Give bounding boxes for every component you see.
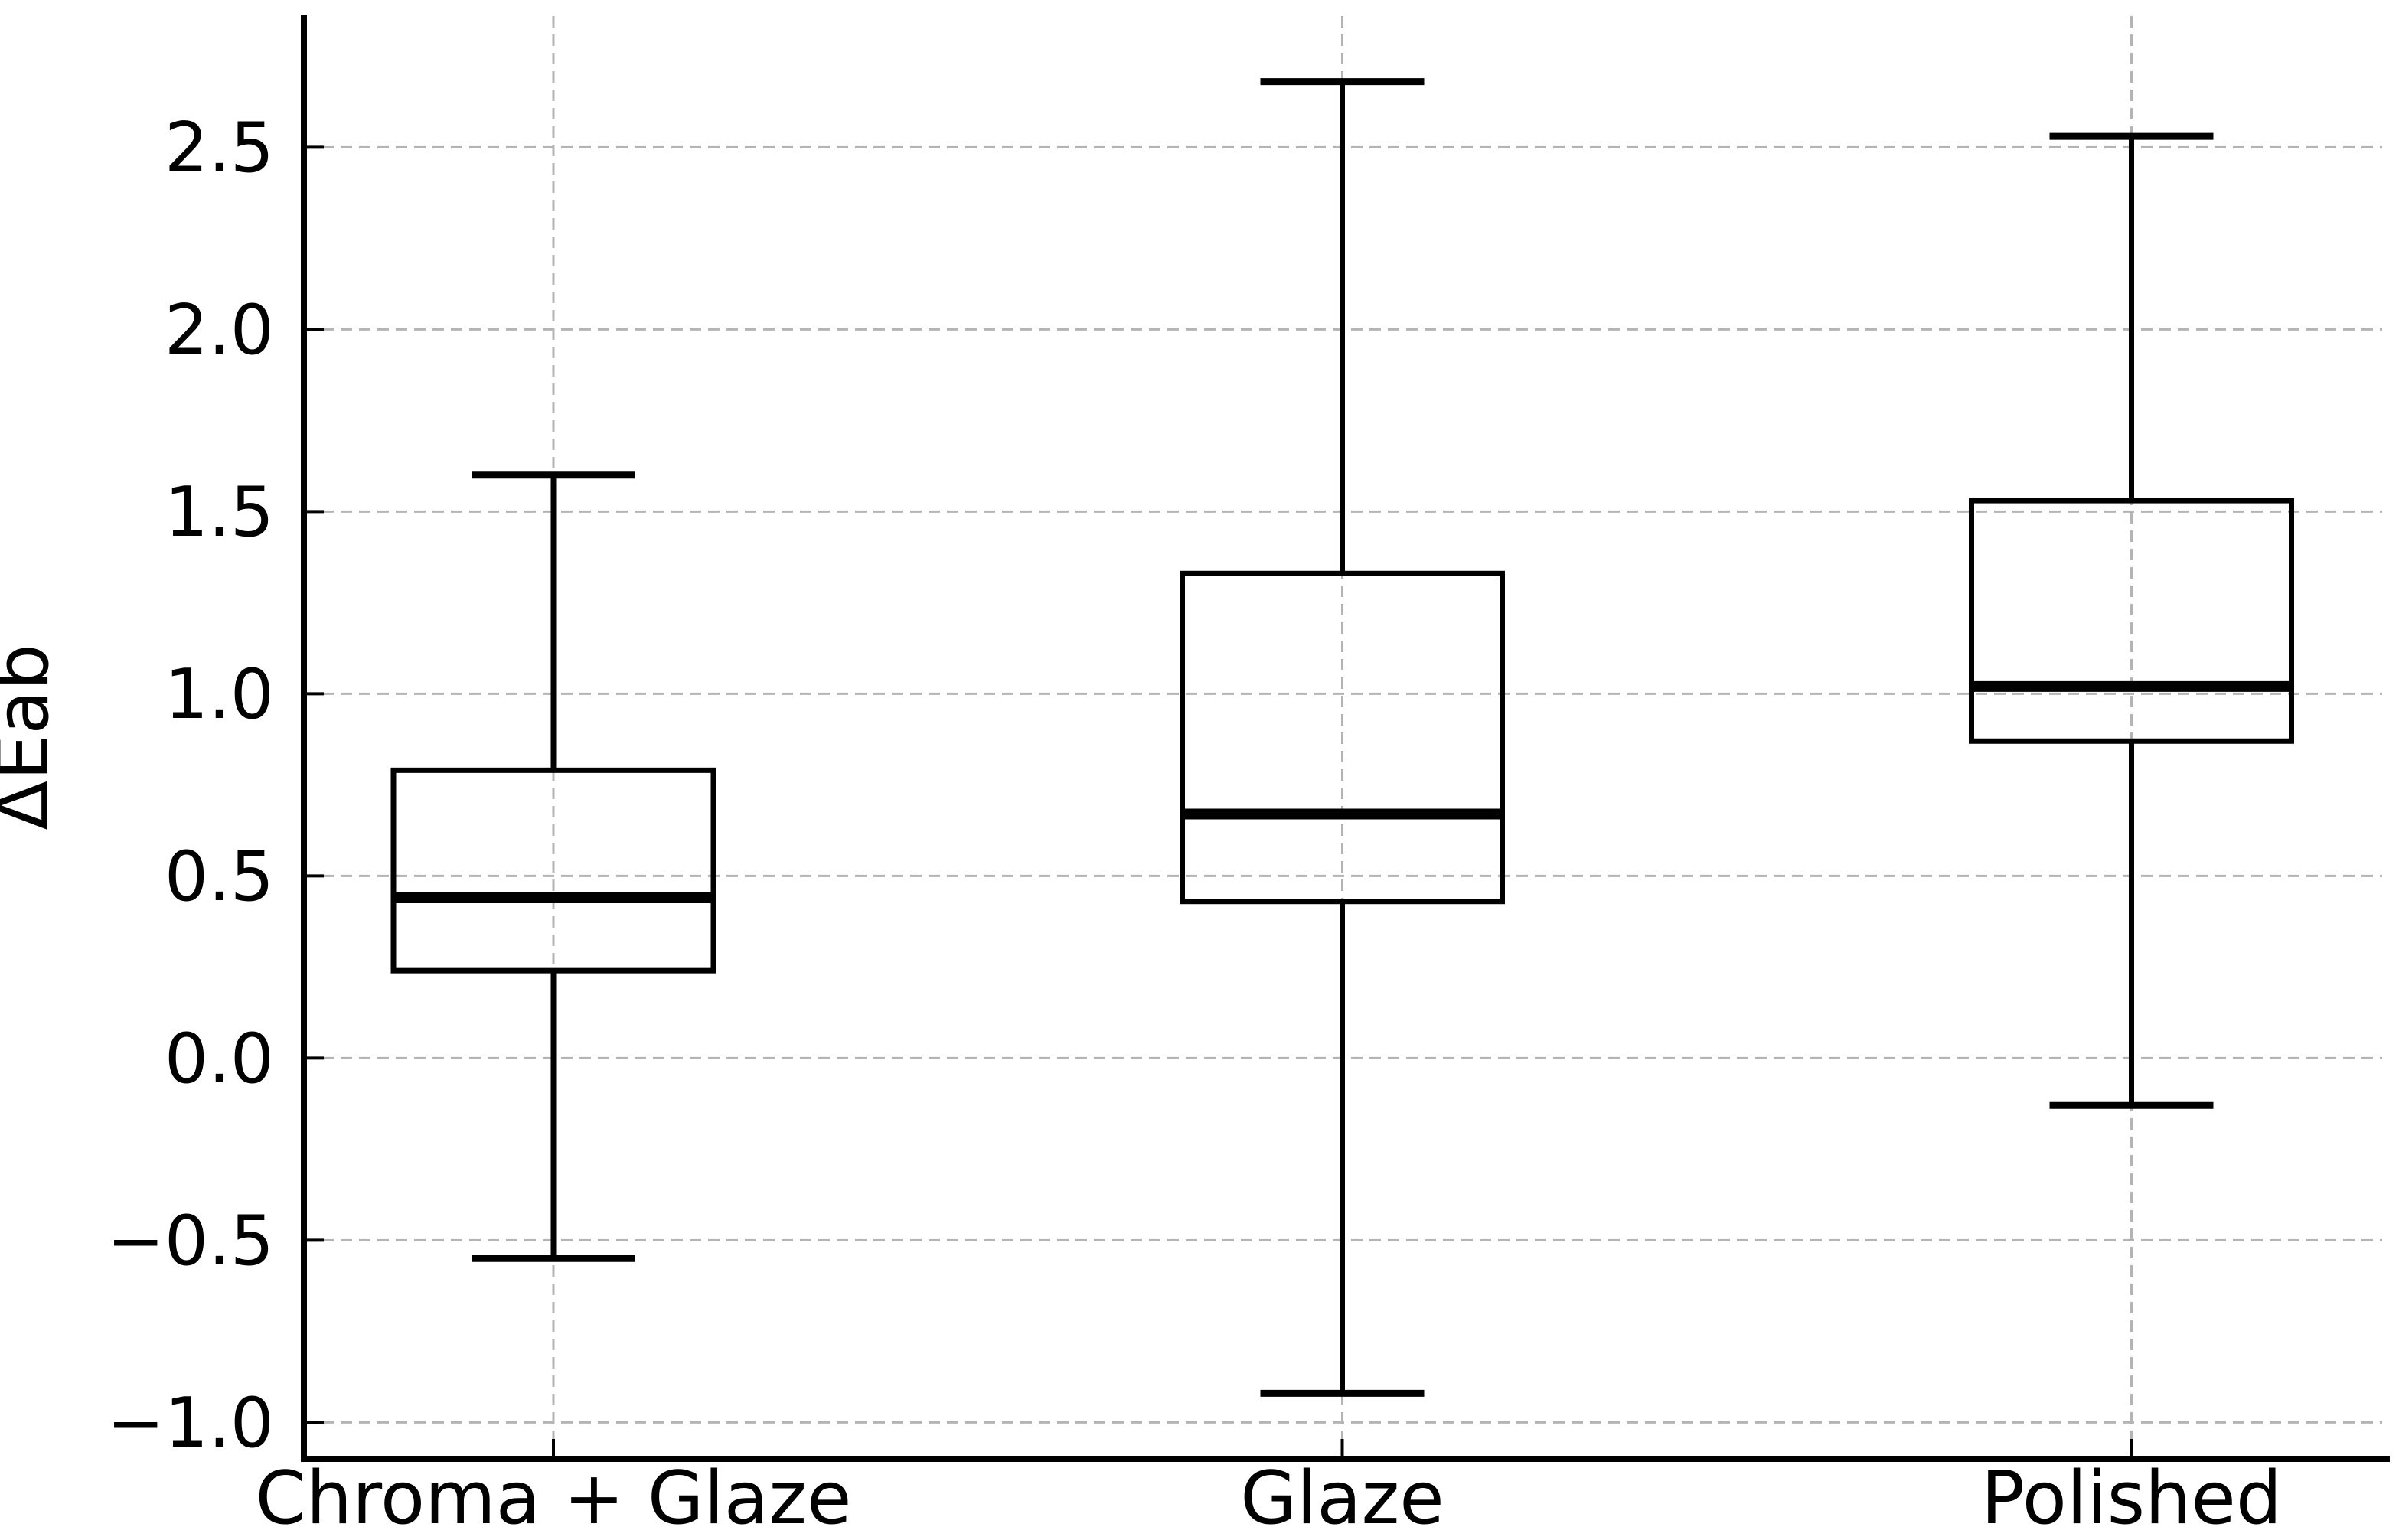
y-tick-label: 2.0 bbox=[165, 290, 274, 370]
y-tick-label: −0.5 bbox=[106, 1201, 274, 1281]
iqr-box bbox=[1969, 498, 2294, 744]
x-category-label: Glaze bbox=[1240, 1457, 1444, 1540]
iqr-box bbox=[390, 767, 716, 974]
x-category-label: Polished bbox=[1981, 1457, 2282, 1540]
box-layer bbox=[390, 78, 2294, 1397]
x-category-label: Chroma + Glaze bbox=[256, 1457, 852, 1540]
box-group bbox=[1969, 132, 2294, 1109]
y-tick-label: 1.5 bbox=[165, 472, 274, 553]
y-tick-label: 2.5 bbox=[165, 108, 274, 188]
y-tick-label: 1.0 bbox=[165, 654, 274, 735]
box-group bbox=[390, 471, 716, 1262]
y-tick-label: 0.0 bbox=[165, 1019, 274, 1099]
axis-layer bbox=[301, 15, 2390, 1462]
box-group bbox=[1180, 78, 1505, 1397]
y-tick-label: 0.5 bbox=[165, 837, 274, 917]
iqr-box bbox=[1180, 570, 1505, 905]
y-axis-label: ΔEab bbox=[0, 644, 65, 830]
y-tick-label: −1.0 bbox=[106, 1383, 274, 1463]
